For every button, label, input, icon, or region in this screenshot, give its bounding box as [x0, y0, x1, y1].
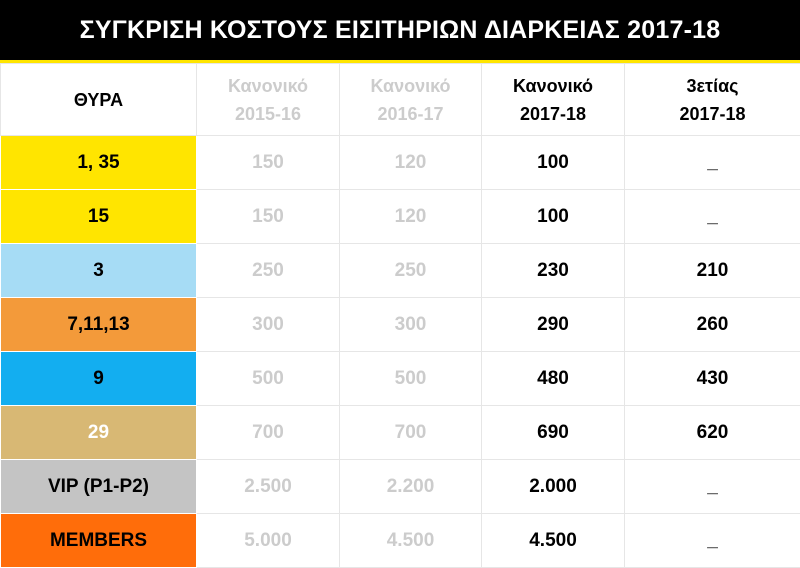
price-3year-2017-18-cell: 620: [625, 406, 800, 460]
price-2015-16-cell: 150: [197, 136, 340, 190]
price-2017-18-cell: 690: [482, 406, 625, 460]
ticket-price-table: ΘΥΡΑ Κανονικό 2015-16 Κανονικό 2016-17 Κ…: [0, 63, 800, 568]
price-3year-2017-18-cell: _: [625, 514, 800, 568]
gate-cell: 9: [1, 352, 197, 406]
header-line: Κανονικό: [482, 72, 624, 100]
gate-cell: 7,11,13: [1, 298, 197, 352]
price-2017-18-cell: 100: [482, 190, 625, 244]
price-2015-16-cell: 700: [197, 406, 340, 460]
price-2016-17-cell: 2.200: [340, 460, 482, 514]
price-2016-17-cell: 250: [340, 244, 482, 298]
header-line: Κανονικό: [197, 72, 339, 100]
header-line: 2017-18: [482, 100, 624, 128]
price-2015-16-cell: 300: [197, 298, 340, 352]
gate-cell: 29: [1, 406, 197, 460]
price-2015-16-cell: 150: [197, 190, 340, 244]
header-line: 3ετίας: [625, 72, 800, 100]
price-2017-18-cell: 100: [482, 136, 625, 190]
price-2015-16-cell: 2.500: [197, 460, 340, 514]
price-2015-16-cell: 500: [197, 352, 340, 406]
price-2017-18-cell: 480: [482, 352, 625, 406]
price-3year-2017-18-cell: 430: [625, 352, 800, 406]
price-2017-18-cell: 4.500: [482, 514, 625, 568]
gate-cell: 15: [1, 190, 197, 244]
header-regular-2016-17: Κανονικό 2016-17: [340, 64, 482, 136]
header-3year-2017-18: 3ετίας 2017-18: [625, 64, 800, 136]
gate-cell: 3: [1, 244, 197, 298]
price-3year-2017-18-cell: _: [625, 190, 800, 244]
price-2016-17-cell: 120: [340, 190, 482, 244]
page-title: ΣΥΓΚΡΙΣΗ ΚΟΣΤΟΥΣ ΕΙΣΙΤΗΡΙΩΝ ΔΙΑΡΚΕΙΑΣ 20…: [0, 0, 800, 60]
price-3year-2017-18-cell: _: [625, 460, 800, 514]
table-header-row: ΘΥΡΑ Κανονικό 2015-16 Κανονικό 2016-17 Κ…: [1, 64, 800, 136]
price-2015-16-cell: 250: [197, 244, 340, 298]
header-gate: ΘΥΡΑ: [1, 64, 197, 136]
header-line: 2015-16: [197, 100, 339, 128]
header-line: Κανονικό: [340, 72, 481, 100]
price-2016-17-cell: 300: [340, 298, 482, 352]
header-line: 2016-17: [340, 100, 481, 128]
price-2015-16-cell: 5.000: [197, 514, 340, 568]
price-2016-17-cell: 500: [340, 352, 482, 406]
price-2016-17-cell: 4.500: [340, 514, 482, 568]
price-2016-17-cell: 700: [340, 406, 482, 460]
gate-cell: 1, 35: [1, 136, 197, 190]
price-2016-17-cell: 120: [340, 136, 482, 190]
price-2017-18-cell: 230: [482, 244, 625, 298]
price-3year-2017-18-cell: _: [625, 136, 800, 190]
price-2017-18-cell: 290: [482, 298, 625, 352]
gate-cell: VIP (P1-P2): [1, 460, 197, 514]
gate-cell: MEMBERS: [1, 514, 197, 568]
price-2017-18-cell: 2.000: [482, 460, 625, 514]
header-line: 2017-18: [625, 100, 800, 128]
header-regular-2015-16: Κανονικό 2015-16: [197, 64, 340, 136]
header-regular-2017-18: Κανονικό 2017-18: [482, 64, 625, 136]
price-3year-2017-18-cell: 260: [625, 298, 800, 352]
price-3year-2017-18-cell: 210: [625, 244, 800, 298]
